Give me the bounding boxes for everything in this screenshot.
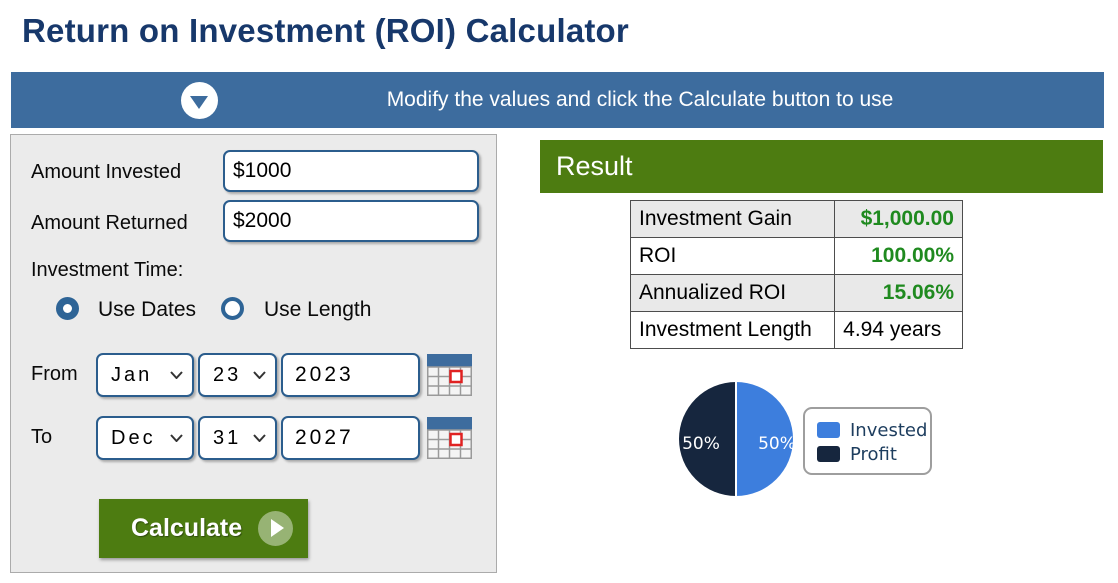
- legend-item-profit: Profit: [817, 442, 930, 466]
- result-header-label: Result: [556, 151, 633, 181]
- to-day-value: 31: [213, 426, 242, 449]
- chevron-down-icon: [253, 434, 266, 442]
- calculator-form-panel: Amount Invested Amount Returned Investme…: [10, 134, 497, 573]
- from-month-select[interactable]: Jan: [96, 353, 194, 397]
- result-table: Investment Gain $1,000.00 ROI 100.00% An…: [629, 200, 963, 349]
- from-month-value: Jan: [111, 363, 153, 386]
- legend-label: Profit: [850, 443, 897, 465]
- from-day-value: 23: [213, 363, 242, 386]
- table-row: Investment Gain $1,000.00: [629, 200, 963, 238]
- down-triangle-icon: [190, 96, 208, 109]
- to-day-select[interactable]: 31: [198, 416, 277, 460]
- chevron-down-icon: [170, 371, 183, 379]
- pie-divider: [735, 382, 737, 496]
- profit-swatch-icon: [817, 446, 840, 462]
- use-length-radio[interactable]: [221, 297, 244, 320]
- result-row-value: 100.00%: [834, 237, 963, 275]
- result-row-label: Annualized ROI: [629, 274, 836, 312]
- pie-legend: Invested Profit: [803, 407, 932, 475]
- amount-returned-label: Amount Returned: [31, 212, 188, 234]
- use-length-label[interactable]: Use Length: [264, 298, 372, 321]
- calculate-button[interactable]: Calculate: [99, 499, 308, 558]
- chevron-down-icon: [170, 434, 183, 442]
- roi-pie-chart: 50% 50%: [679, 382, 796, 496]
- page-title: Return on Investment (ROI) Calculator: [22, 12, 629, 49]
- instruction-banner: Modify the values and click the Calculat…: [11, 72, 1104, 128]
- result-row-value: 15.06%: [834, 274, 963, 312]
- investment-time-label: Investment Time:: [31, 259, 184, 281]
- to-label: To: [31, 426, 53, 448]
- result-row-label: ROI: [629, 237, 836, 275]
- amount-invested-label: Amount Invested: [31, 161, 182, 183]
- pie-slice-label-profit: 50%: [682, 434, 720, 454]
- to-calendar-icon[interactable]: [427, 417, 472, 459]
- amount-invested-input[interactable]: [223, 150, 479, 192]
- to-month-value: Dec: [111, 426, 156, 449]
- result-row-value: 4.94 years: [834, 311, 963, 349]
- table-row: Annualized ROI 15.06%: [629, 274, 963, 312]
- use-dates-label[interactable]: Use Dates: [98, 298, 197, 321]
- result-row-value: $1,000.00: [834, 200, 963, 238]
- from-label: From: [31, 363, 78, 385]
- legend-label: Invested: [850, 419, 928, 441]
- to-month-select[interactable]: Dec: [96, 416, 194, 460]
- go-arrow-icon: [258, 511, 293, 546]
- result-row-label: Investment Length: [629, 311, 836, 349]
- collapse-arrow-icon[interactable]: [181, 82, 218, 119]
- invested-swatch-icon: [817, 422, 840, 438]
- table-row: ROI 100.00%: [629, 237, 963, 275]
- legend-item-invested: Invested: [817, 418, 930, 442]
- from-day-select[interactable]: 23: [198, 353, 277, 397]
- from-calendar-icon[interactable]: [427, 354, 472, 396]
- result-row-label: Investment Gain: [629, 200, 836, 238]
- banner-instruction-text: Modify the values and click the Calculat…: [386, 88, 894, 111]
- chevron-down-icon: [253, 371, 266, 379]
- use-dates-radio[interactable]: [56, 297, 79, 320]
- pie-slice-label-invested: 50%: [758, 434, 796, 454]
- result-header-bar: Result: [540, 140, 1103, 193]
- pie-chart: [679, 382, 793, 496]
- from-year-input[interactable]: [281, 353, 420, 397]
- amount-returned-input[interactable]: [223, 200, 479, 242]
- to-year-input[interactable]: [281, 416, 420, 460]
- calculate-button-label: Calculate: [131, 514, 243, 542]
- table-row: Investment Length 4.94 years: [629, 311, 963, 349]
